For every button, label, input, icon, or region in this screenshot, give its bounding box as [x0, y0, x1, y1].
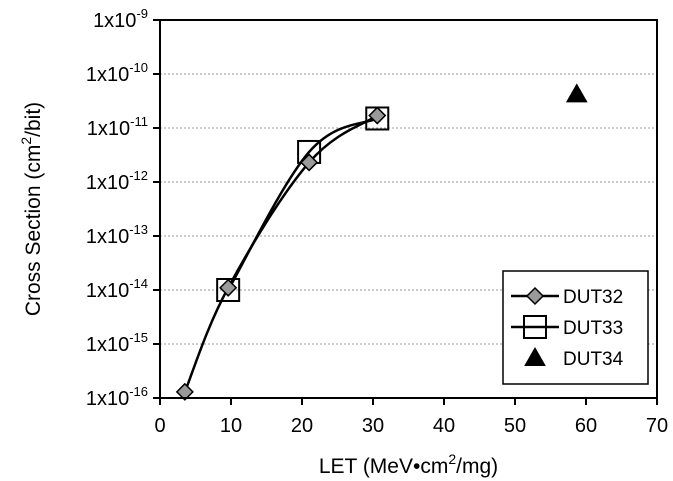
plot-area-frame	[159, 19, 658, 399]
y-tick-label: 1x10-16	[86, 384, 148, 410]
x-tick-label: 50	[504, 415, 526, 437]
y-tick-label: 1x10-15	[86, 330, 148, 356]
x-axis-title: LET (MeV•cm2/mg)	[319, 451, 498, 478]
legend-marker-dut34	[524, 346, 546, 366]
y-axis-title: Cross Section (cm2/bit)	[18, 102, 45, 316]
x-tick-label: 40	[433, 415, 455, 437]
axis-titles: LET (MeV•cm2/mg) Cross Section (cm2/bit)	[18, 102, 498, 478]
series-layer	[175, 83, 588, 401]
y-tick-label: 1x10-11	[87, 114, 148, 140]
x-axis-ticks: 0 10 20 30 40 50 60 70	[154, 398, 668, 437]
series-line-dut33	[227, 117, 378, 291]
data-point-dut32	[219, 278, 238, 297]
legend-marker-dut33	[523, 315, 547, 339]
y-tick-label: 1x10-14	[86, 276, 148, 302]
x-tick-label: 70	[646, 415, 668, 437]
data-point-dut32	[300, 153, 319, 172]
legend-label-dut32: DUT32	[563, 287, 623, 308]
legend: DUT32 DUT33 DUT34	[502, 270, 649, 385]
legend-marker-dut32	[525, 286, 545, 306]
x-tick-label: 10	[220, 415, 242, 437]
series-line-dut32	[183, 114, 378, 393]
legend-label-dut34: DUT34	[563, 349, 624, 370]
data-point-dut32	[175, 382, 194, 401]
legend-label-dut33: DUT33	[563, 318, 623, 339]
gridlines	[160, 73, 657, 345]
x-tick-label: 0	[154, 415, 165, 437]
data-point-dut34	[565, 83, 588, 103]
y-tick-label: 1x10-12	[86, 168, 148, 194]
y-tick-label: 1x10-10	[86, 60, 148, 86]
y-tick-label: 1x10-9	[93, 6, 148, 32]
x-tick-label: 20	[291, 415, 313, 437]
y-axis-ticks: 1x10-9 1x10-10 1x10-11 1x10-12 1x10-13 1x10-1…	[86, 6, 160, 410]
y-tick-label: 1x10-13	[86, 222, 148, 248]
x-tick-label: 30	[362, 415, 384, 437]
data-point-dut32	[368, 106, 387, 125]
x-tick-label: 60	[575, 415, 597, 437]
